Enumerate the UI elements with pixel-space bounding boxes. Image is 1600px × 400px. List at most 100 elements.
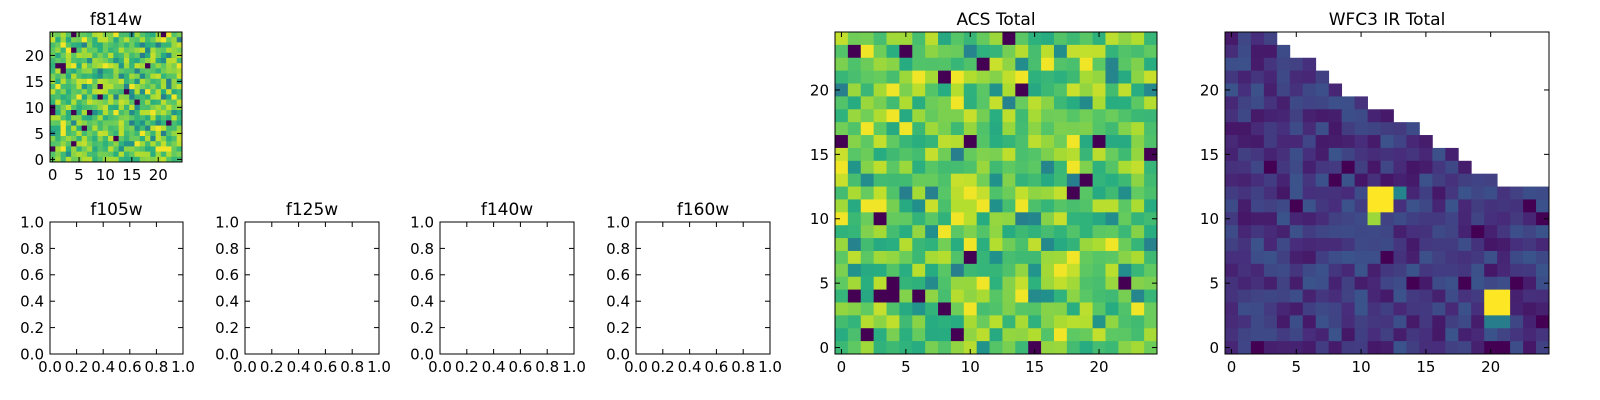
heatmap-cell: [1066, 225, 1081, 239]
heatmap-cell: [1458, 238, 1472, 252]
heatmap-cell: [1367, 250, 1381, 265]
heatmap-cell: [963, 238, 978, 252]
subplot-title: f140w: [481, 200, 533, 220]
heatmap-cell: [886, 212, 900, 226]
heatmap-cell: [1328, 122, 1343, 136]
heatmap-cell: [1393, 225, 1407, 239]
heatmap-cell: [160, 110, 167, 116]
heatmap-cell: [976, 173, 990, 187]
heatmap-cell: [1484, 186, 1498, 200]
heatmap-cell: [1225, 44, 1239, 59]
x-tick-label: 0.8: [340, 358, 364, 376]
x-tick-label: 0.2: [260, 358, 284, 376]
heatmap-cell: [976, 302, 990, 316]
heatmap-cell: [1341, 276, 1355, 290]
y-tick-label: 0.6: [410, 266, 434, 284]
heatmap-cell: [81, 32, 88, 38]
heatmap-cell: [873, 263, 887, 278]
heatmap-cell: [950, 96, 965, 110]
heatmap-cell: [899, 212, 913, 226]
heatmap-cell: [1225, 289, 1239, 303]
heatmap-cell: [1237, 96, 1252, 110]
heatmap-cell: [1484, 263, 1498, 278]
heatmap-cell: [102, 37, 109, 43]
heatmap-cell: [1380, 289, 1394, 303]
heatmap-cell: [1144, 328, 1158, 342]
heatmap-cell: [1131, 238, 1145, 252]
heatmap-cell: [1276, 250, 1291, 265]
y-tick-label: 15: [1200, 146, 1219, 164]
heatmap-cell: [1302, 147, 1317, 162]
heatmap-cell: [108, 136, 114, 142]
heatmap-cell: [97, 110, 104, 116]
heatmap-cell: [1276, 160, 1291, 175]
heatmap-cell: [71, 136, 77, 142]
heatmap-cell: [76, 47, 83, 54]
heatmap-cell: [1041, 70, 1055, 84]
heatmap-cell: [1041, 315, 1055, 329]
heatmap-cell: [950, 315, 965, 329]
heatmap-cell: [1393, 276, 1407, 290]
heatmap-cell: [102, 146, 109, 152]
heatmap-cell: [899, 160, 913, 175]
heatmap-cell: [166, 136, 172, 142]
heatmap-cell: [92, 146, 98, 152]
heatmap-cell: [118, 52, 125, 59]
heatmap-cell: [847, 302, 862, 316]
heatmap-cell: [50, 63, 56, 69]
heatmap-cell: [1445, 250, 1459, 265]
heatmap-cell: [108, 99, 114, 106]
heatmap-cell: [1458, 341, 1472, 355]
heatmap-cell: [176, 115, 183, 121]
heatmap-cell: [160, 73, 167, 80]
heatmap-cell: [847, 276, 862, 290]
heatmap-cell: [134, 32, 141, 38]
heatmap-cell: [1079, 302, 1093, 316]
y-tick-label: 0.2: [410, 319, 434, 337]
heatmap-cell: [76, 120, 83, 126]
heatmap-cell: [71, 37, 77, 43]
heatmap-cell: [102, 58, 109, 64]
heatmap-cell: [1523, 225, 1537, 239]
heatmap-cell: [1015, 263, 1029, 278]
heatmap-cell: [1328, 341, 1343, 355]
heatmap-cell: [97, 125, 104, 132]
heatmap-cell: [1144, 122, 1158, 136]
heatmap-cell: [938, 289, 952, 303]
heatmap-cell: [1028, 212, 1042, 226]
y-tick-label: 0.4: [410, 293, 434, 311]
heatmap-cell: [176, 141, 183, 147]
heatmap-cell: [976, 276, 990, 290]
heatmap-cell: [102, 63, 109, 69]
heatmap-cell: [102, 110, 109, 116]
heatmap-cell: [65, 151, 72, 158]
heatmap-cell: [1002, 199, 1016, 213]
heatmap-cell: [1380, 302, 1394, 316]
heatmap-cell: [150, 78, 156, 85]
heatmap-cell: [1002, 263, 1016, 278]
subplot-title: f105w: [90, 200, 142, 220]
y-tick-label: 1.0: [410, 213, 434, 231]
heatmap-cell: [886, 199, 900, 213]
heatmap-cell: [1419, 225, 1433, 239]
heatmap-cell: [55, 52, 61, 59]
heatmap-cell: [925, 173, 939, 187]
heatmap-cell: [113, 136, 120, 142]
heatmap-cell: [60, 73, 67, 80]
heatmap-cell: [102, 78, 109, 85]
heatmap-cell: [1066, 263, 1081, 278]
heatmap-cells: [835, 32, 1158, 355]
heatmap-cell: [1276, 276, 1291, 290]
heatmap-cell: [1002, 289, 1016, 303]
heatmap-cell: [76, 58, 83, 64]
heatmap-cell: [976, 44, 990, 59]
heatmap-cell: [1105, 328, 1119, 342]
heatmap-cell: [113, 99, 120, 106]
heatmap-cell: [81, 136, 88, 142]
heatmap-cell: [1066, 302, 1081, 316]
x-tick-label: 0.8: [731, 358, 755, 376]
heatmap-cell: [938, 122, 952, 136]
heatmap-cell: [1289, 57, 1304, 72]
heatmap-cell: [102, 136, 109, 142]
heatmap-cell: [1002, 70, 1016, 84]
